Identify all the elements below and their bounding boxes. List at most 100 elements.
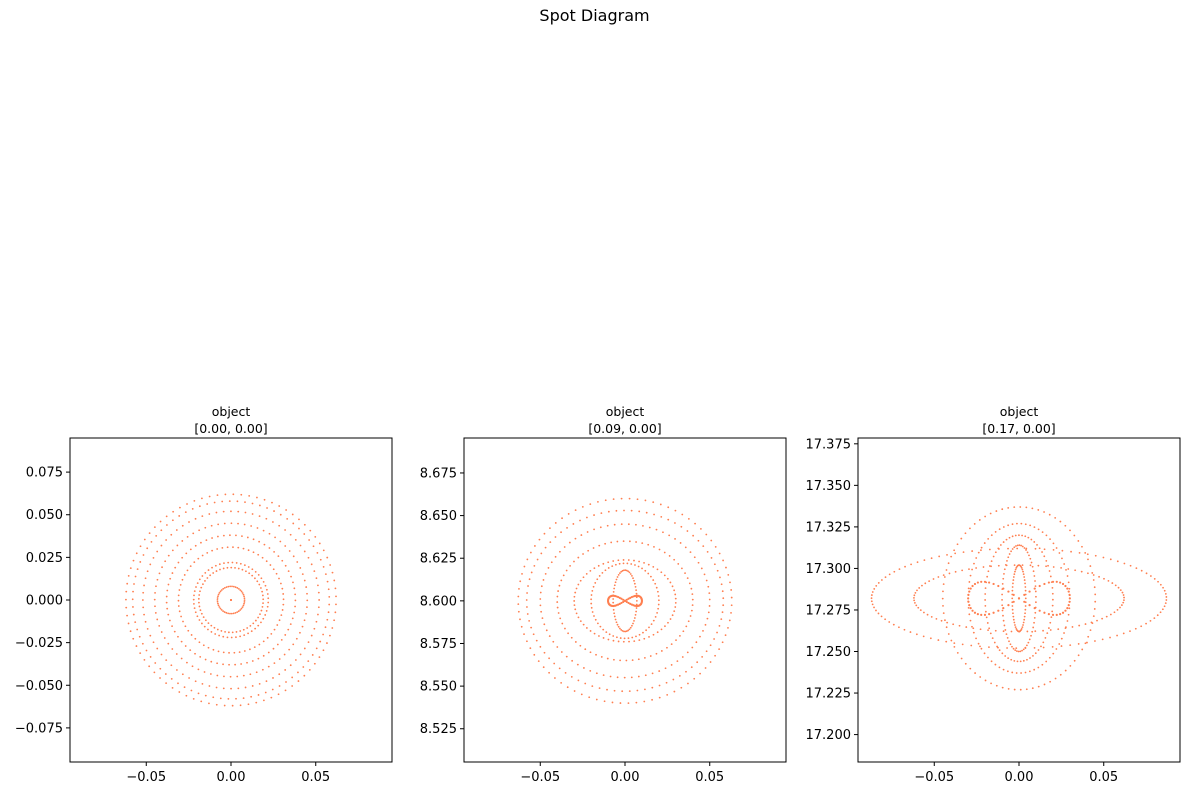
spot-point	[219, 607, 222, 610]
spot-point	[1117, 586, 1120, 589]
spot-point	[1084, 623, 1087, 625]
y-tick-label: 17.225	[806, 687, 852, 702]
spot-point	[1005, 633, 1008, 636]
spot-point	[1064, 627, 1067, 630]
spot-point	[998, 528, 1001, 531]
spot-point	[1002, 668, 1005, 671]
spot-point	[973, 562, 975, 565]
spot-point	[915, 604, 918, 607]
spot-point	[187, 629, 190, 632]
spot-point	[1016, 660, 1019, 663]
spot-point	[308, 669, 311, 671]
spot-point	[607, 510, 610, 513]
spot-point	[1011, 645, 1013, 648]
spot-point	[718, 625, 721, 627]
spot-point	[260, 609, 263, 612]
spot-point	[998, 666, 1001, 669]
spot-point	[947, 633, 950, 635]
spot-point	[308, 539, 311, 541]
spot-point	[152, 556, 155, 559]
spot-point	[697, 539, 700, 542]
spot-point	[1025, 549, 1027, 551]
x-tick-label: 0.00	[1005, 770, 1034, 785]
spot-point	[528, 619, 531, 622]
x-tick-label: 0.00	[217, 770, 246, 785]
spot-point	[1031, 687, 1034, 690]
spot-point	[1034, 611, 1037, 614]
spot-point	[200, 586, 203, 589]
spot-point	[216, 674, 219, 677]
spot-point	[1077, 643, 1080, 645]
y-tick-label: 17.350	[806, 479, 852, 494]
spot-point	[674, 606, 677, 608]
spot-point	[873, 606, 875, 609]
spot-point	[642, 524, 644, 527]
spot-point	[306, 599, 309, 602]
spot-point	[543, 532, 546, 535]
spot-point	[217, 650, 220, 653]
spot-point	[156, 618, 159, 621]
spot-point	[1022, 570, 1024, 573]
spot-point	[967, 597, 970, 600]
spot-point	[1018, 534, 1020, 537]
spot-point	[1020, 522, 1023, 525]
spot-point	[645, 629, 648, 632]
spot-point	[270, 696, 273, 699]
spot-point	[302, 666, 305, 668]
spot-point	[989, 512, 992, 515]
spot-point	[285, 681, 287, 683]
spot-point	[681, 513, 684, 516]
spot-point	[260, 587, 262, 589]
spot-point	[190, 634, 193, 636]
spot-point	[153, 526, 156, 529]
spot-point	[945, 626, 948, 629]
spot-point	[258, 583, 261, 586]
spot-point	[679, 634, 681, 637]
spot-point	[987, 629, 989, 631]
spot-point	[230, 599, 232, 601]
spot-point	[142, 554, 145, 556]
spot-point	[623, 630, 625, 633]
spot-point	[967, 587, 970, 590]
y-tick-label: 0.000	[26, 594, 63, 609]
spot-point	[595, 672, 598, 675]
spot-point	[275, 572, 278, 575]
spot-point	[617, 559, 620, 562]
spot-point	[1049, 575, 1052, 578]
spot-point	[619, 572, 621, 575]
spot-point	[138, 635, 141, 638]
spot-point	[582, 576, 585, 579]
spot-point	[532, 633, 535, 636]
spot-point	[888, 573, 891, 576]
spot-point	[131, 598, 134, 601]
spot-point	[620, 570, 623, 573]
spot-point	[278, 577, 280, 580]
spot-point	[691, 593, 694, 596]
spot-point	[1013, 564, 1016, 567]
spot-point	[543, 651, 546, 654]
spot-point	[722, 597, 725, 600]
spot-point	[598, 687, 601, 690]
spot-point	[620, 497, 623, 500]
spot-point	[257, 574, 260, 576]
spot-point	[193, 607, 196, 610]
spot-point	[1094, 593, 1097, 596]
y-tick-label: 0.075	[26, 466, 63, 481]
spot-point	[623, 509, 625, 512]
spot-point	[539, 591, 542, 594]
spot-point	[971, 568, 973, 571]
spot-point	[655, 528, 658, 531]
spot-point	[177, 682, 179, 685]
spot-point	[243, 634, 246, 636]
spot-point	[266, 507, 268, 509]
spot-point	[136, 628, 139, 631]
spot-point	[968, 590, 971, 593]
spot-point	[990, 565, 992, 568]
spot-point	[990, 560, 993, 562]
spot-point	[241, 568, 244, 571]
spot-point	[943, 576, 946, 578]
spot-point	[1030, 538, 1033, 541]
spot-point	[1103, 577, 1105, 580]
spot-point	[627, 570, 630, 573]
spot-point	[657, 599, 660, 602]
